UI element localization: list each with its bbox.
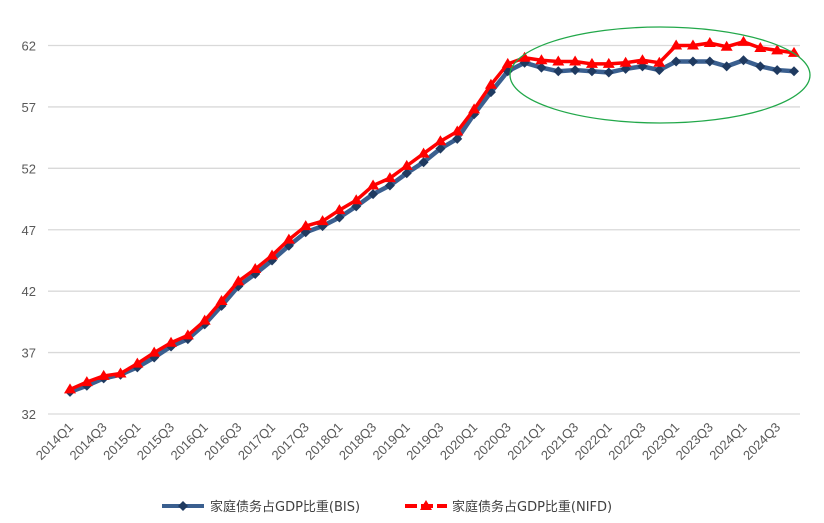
data-point-diamond — [789, 66, 799, 77]
data-point-diamond — [603, 67, 614, 78]
gridlines — [48, 44, 800, 415]
data-point-triangle — [215, 294, 228, 305]
legend: 家庭债务占GDP比重(BIS) 家庭债务占GDP比重(NIFD) — [162, 499, 612, 515]
series-line — [69, 57, 795, 395]
data-point-triangle — [434, 135, 447, 146]
y-tick-label: 32 — [22, 407, 36, 422]
data-point-triangle — [569, 55, 582, 66]
data-point-triangle — [484, 78, 497, 89]
data-point-diamond — [334, 212, 345, 223]
data-point-triangle — [400, 159, 413, 170]
data-point-diamond — [368, 189, 379, 200]
highlight-ellipse — [509, 26, 811, 124]
data-point-triangle — [602, 57, 615, 68]
data-point-triangle — [468, 103, 481, 114]
data-point-triangle — [367, 179, 380, 190]
x-axis-ticks: 2014Q12014Q32015Q12015Q32016Q12016Q32017… — [33, 420, 783, 463]
data-point-diamond — [738, 55, 749, 66]
data-point-diamond — [671, 56, 682, 67]
y-tick-label: 47 — [22, 223, 36, 238]
data-point-triangle — [552, 55, 565, 66]
data-point-triangle — [686, 39, 699, 50]
data-point-diamond — [435, 143, 446, 154]
data-point-diamond — [536, 62, 547, 73]
data-point-triangle — [518, 51, 531, 62]
y-tick-label: 62 — [22, 39, 36, 54]
data-point-triangle — [232, 275, 245, 286]
data-point-diamond — [687, 56, 698, 67]
data-point-triangle — [670, 39, 683, 50]
data-point-triangle — [420, 500, 432, 510]
data-point-triangle — [501, 57, 514, 68]
data-point-triangle — [636, 54, 649, 65]
series-lines — [64, 35, 800, 397]
data-point-triangle — [703, 37, 716, 48]
legend-item: 家庭债务占GDP比重(NIFD) — [405, 499, 612, 515]
data-point-triangle — [80, 376, 93, 387]
data-point-triangle — [619, 56, 632, 67]
data-point-triangle — [131, 357, 144, 368]
data-point-triangle — [97, 369, 110, 380]
data-point-diamond — [418, 157, 429, 168]
data-point-triangle — [181, 329, 194, 340]
data-point-diamond — [570, 65, 581, 76]
data-point-diamond — [772, 65, 783, 76]
legend-label: 家庭债务占GDP比重(BIS) — [210, 499, 360, 515]
data-point-triangle — [585, 57, 598, 68]
data-point-triangle — [165, 336, 178, 347]
y-tick-label: 57 — [22, 100, 36, 115]
data-point-triangle — [771, 44, 784, 55]
x-tick-label: 2024Q3 — [740, 420, 783, 463]
data-point-triangle — [417, 147, 430, 158]
data-point-triangle — [333, 204, 346, 215]
series-nifd — [64, 35, 800, 394]
data-point-diamond — [178, 501, 188, 511]
data-point-diamond — [401, 168, 412, 179]
data-point-diamond — [755, 61, 766, 72]
legend-label: 家庭债务占GDP比重(NIFD) — [452, 499, 612, 515]
data-point-triangle — [114, 367, 127, 378]
series-line — [69, 40, 795, 392]
y-tick-label: 52 — [22, 161, 36, 176]
data-point-diamond — [553, 66, 564, 77]
data-point-triangle — [535, 54, 548, 65]
data-point-diamond — [721, 61, 732, 72]
legend-item: 家庭债务占GDP比重(BIS) — [162, 499, 360, 515]
data-point-triangle — [266, 249, 279, 260]
y-axis-ticks: 32 37 42 47 52 57 62 — [22, 39, 36, 423]
data-point-diamond — [586, 66, 597, 77]
data-point-triangle — [249, 263, 262, 274]
data-point-triangle — [720, 40, 733, 51]
data-point-diamond — [704, 56, 715, 67]
y-tick-label: 42 — [22, 284, 36, 299]
data-point-triangle — [754, 41, 767, 52]
data-point-triangle — [653, 56, 666, 67]
data-point-triangle — [383, 172, 396, 183]
y-tick-label: 37 — [22, 346, 36, 361]
data-point-triangle — [451, 125, 464, 136]
data-point-triangle — [788, 46, 800, 57]
data-point-triangle — [198, 314, 211, 325]
data-point-triangle — [148, 346, 161, 357]
data-point-triangle — [282, 233, 295, 244]
data-point-triangle — [64, 383, 76, 394]
data-point-diamond — [654, 65, 665, 76]
data-point-triangle — [299, 220, 312, 231]
data-point-diamond — [452, 133, 463, 144]
data-point-triangle — [737, 35, 750, 46]
data-point-diamond — [384, 180, 395, 191]
data-point-triangle — [350, 194, 363, 205]
data-point-triangle — [316, 215, 329, 226]
